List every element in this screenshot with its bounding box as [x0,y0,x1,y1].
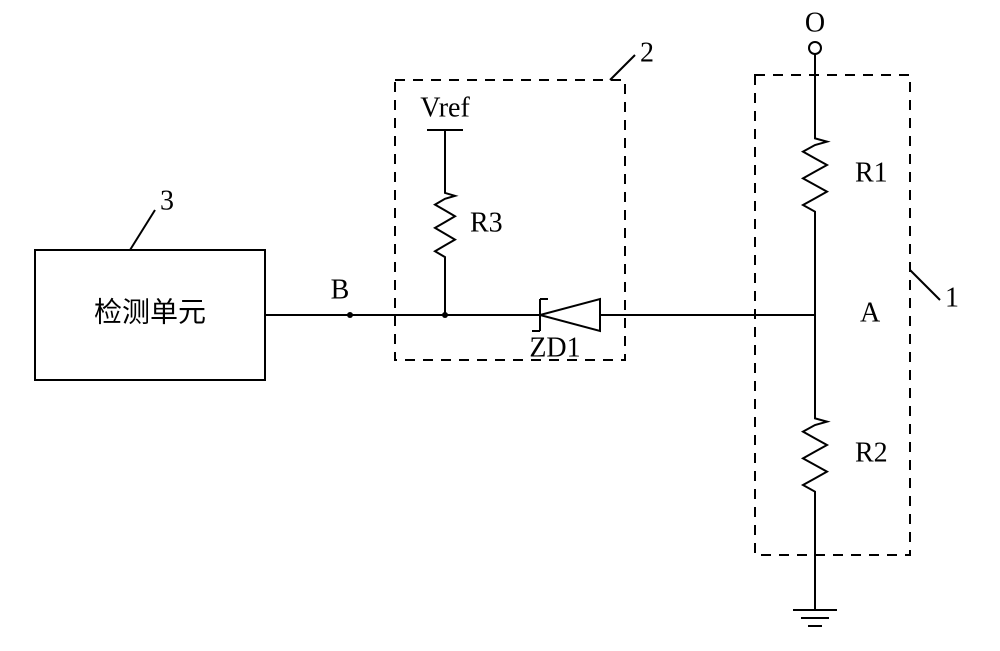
label-box2: 2 [640,37,654,68]
label-box3: 3 [160,185,174,216]
node-dot [442,312,448,318]
zener-triangle [540,299,600,331]
resistor-r1 [803,135,827,215]
label-ZD1: ZD1 [529,332,580,363]
label-R1: R1 [855,157,888,188]
leader-line [910,270,940,300]
label-A: A [860,297,881,328]
label-R2: R2 [855,437,888,468]
leader-line [610,55,635,80]
label-B: B [331,274,350,305]
label-detect: 检测单元 [94,296,206,328]
node-dot [347,312,353,318]
label-Vref: Vref [420,92,470,123]
resistor-r2 [803,415,827,495]
label-R3: R3 [470,207,503,238]
terminal-o [809,42,821,54]
resistor-r3 [435,190,455,260]
leader-line [130,210,155,250]
label-O: O [805,7,825,38]
label-box1: 1 [945,282,959,313]
